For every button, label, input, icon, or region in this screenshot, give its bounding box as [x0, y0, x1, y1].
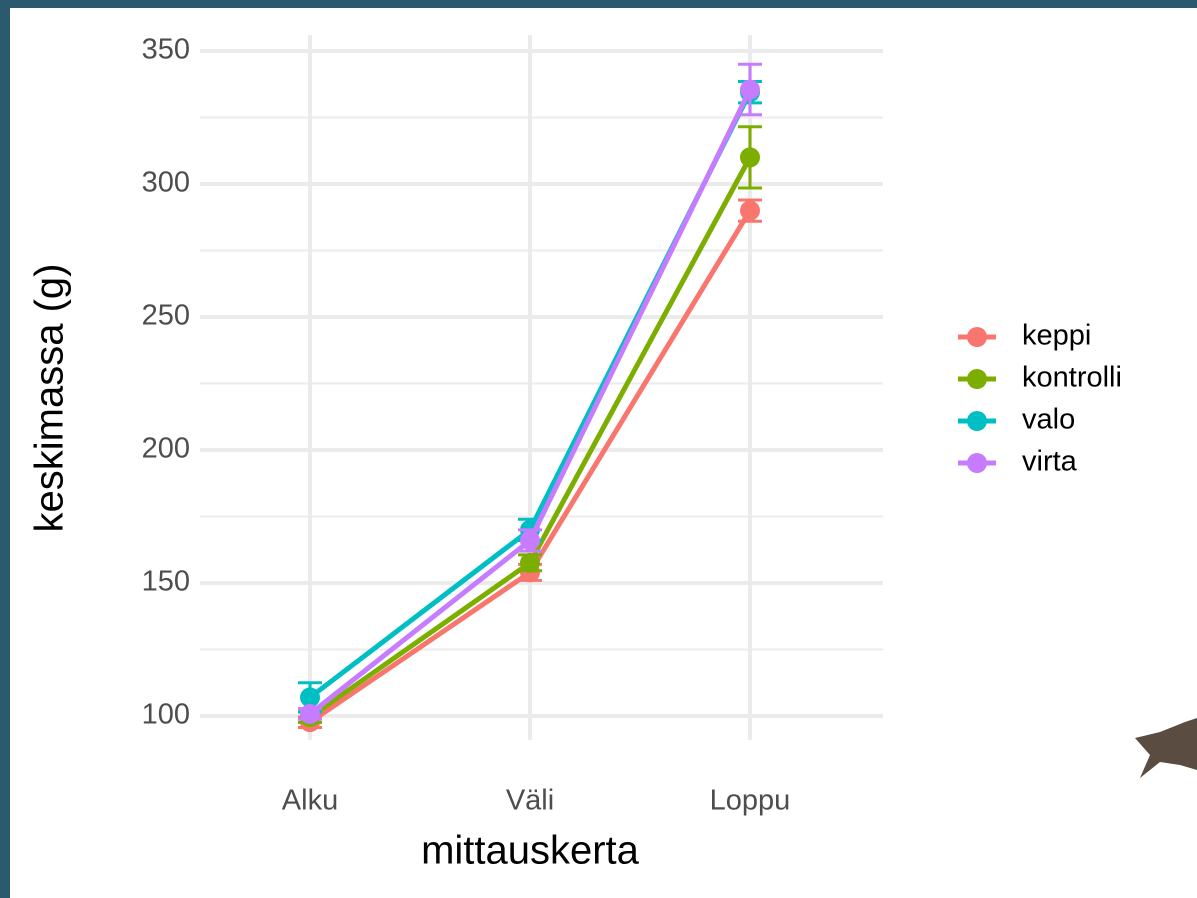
legend-point: [967, 369, 987, 389]
y-tick-label: 350: [142, 34, 190, 66]
x-tick-label: Väli: [506, 785, 554, 817]
y-axis-title: keskimassa (g): [28, 264, 72, 533]
point: [740, 79, 760, 100]
legend-point: [967, 327, 987, 347]
point: [740, 147, 760, 168]
y-tick-label: 100: [142, 699, 190, 731]
legend-label: valo: [1022, 404, 1075, 436]
point: [300, 687, 320, 708]
y-tick-label: 200: [142, 433, 190, 465]
point: [520, 530, 540, 551]
legend-label: keppi: [1022, 320, 1091, 352]
x-axis-title: mittauskerta: [421, 829, 640, 873]
y-tick-label: 150: [142, 566, 190, 598]
legend-label: virta: [1022, 446, 1078, 478]
legend-point: [967, 453, 987, 473]
legend-label: kontrolli: [1022, 362, 1122, 394]
fish-image: [1135, 718, 1197, 778]
legend-point: [967, 411, 987, 431]
x-tick-label: Loppu: [710, 785, 791, 817]
point: [740, 200, 760, 221]
x-tick-label: Alku: [282, 785, 338, 817]
point: [520, 552, 540, 573]
point: [300, 703, 320, 724]
y-tick-label: 250: [142, 300, 190, 332]
y-tick-label: 300: [142, 167, 190, 199]
